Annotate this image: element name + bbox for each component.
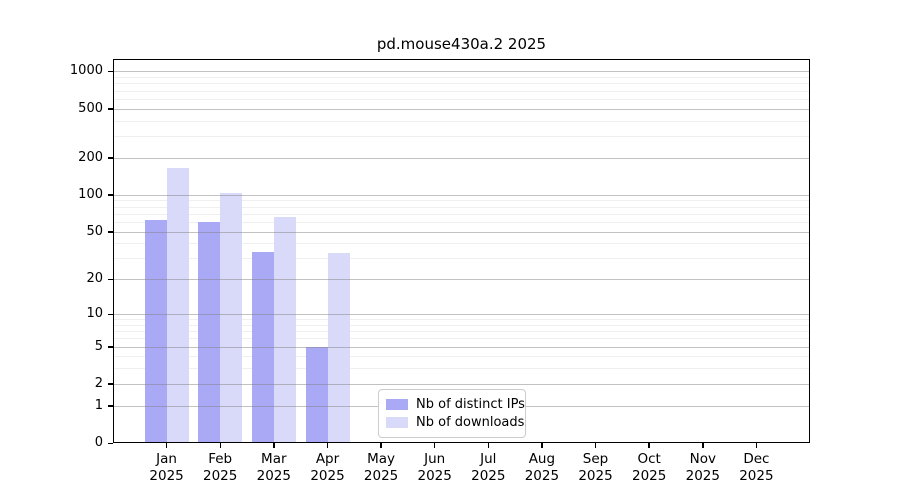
y-axis-tick-label: 0 <box>94 435 103 450</box>
x-axis-tick <box>219 443 221 448</box>
gridline-minor <box>113 136 810 137</box>
bar-downloads-jan <box>166 168 189 443</box>
gridline-minor <box>113 120 810 122</box>
bar-distinct-ips-mar <box>251 251 274 443</box>
bar-distinct-ips-feb <box>198 221 221 443</box>
y-axis-tick <box>108 157 113 159</box>
x-axis-tick-label: Jan 2025 <box>149 451 184 484</box>
y-axis-tick-label: 50 <box>86 223 103 239</box>
x-axis-tick <box>165 443 168 448</box>
y-axis-tick-label: 200 <box>78 149 103 165</box>
x-axis-tick <box>273 443 275 448</box>
gridline-minor <box>113 319 810 321</box>
bar-distinct-ips-jan <box>144 220 167 443</box>
gridline-minor <box>113 206 810 208</box>
bar-downloads-feb <box>220 192 243 443</box>
x-axis-tick <box>648 443 650 448</box>
y-axis-tick-label: 500 <box>78 100 103 116</box>
y-axis-tick-label: 20 <box>86 271 103 287</box>
bars-layer <box>113 59 810 443</box>
y-axis-tick-label: 1000 <box>69 63 103 79</box>
x-axis-tick <box>433 443 436 448</box>
legend-item-downloads: Nb of downloads <box>386 414 524 432</box>
legend-item-distinct-ips: Nb of distinct IPs <box>386 396 525 414</box>
gridline-minor <box>113 213 810 215</box>
gridline-minor <box>113 368 810 370</box>
x-axis-tick-label: Apr 2025 <box>310 451 345 484</box>
gridline-minor <box>113 243 810 245</box>
bar-downloads-apr <box>327 253 350 443</box>
legend-swatch-downloads <box>386 416 408 428</box>
y-axis-tick <box>108 313 113 315</box>
x-axis-tick-label: Jul 2025 <box>471 451 506 484</box>
y-axis-tick <box>108 442 113 444</box>
x-axis-tick-label: Dec 2025 <box>739 451 774 484</box>
gridline-minor <box>113 356 810 358</box>
legend: Nb of distinct IPs Nb of downloads <box>378 389 526 438</box>
y-axis-tick <box>108 194 113 196</box>
x-axis-tick-label: Mar 2025 <box>256 451 291 484</box>
y-axis-tick <box>108 278 113 281</box>
x-axis-tick-label: Feb 2025 <box>203 451 238 484</box>
gridline-minor <box>113 331 810 333</box>
x-axis-tick-label: Aug 2025 <box>524 451 560 484</box>
x-axis-tick <box>380 443 382 448</box>
plot-area: Nb of distinct IPs Nb of downloads <box>113 59 810 443</box>
x-axis-tick <box>326 443 329 448</box>
gridline-minor <box>113 77 810 78</box>
gridline-minor <box>113 98 810 100</box>
gridline-minor <box>113 258 810 260</box>
gridline-minor <box>113 221 810 223</box>
gridline-minor <box>113 338 810 340</box>
y-axis-tick-label: 5 <box>94 338 103 354</box>
y-axis-tick <box>108 405 113 407</box>
y-axis-tick <box>108 383 113 385</box>
x-axis-tick-label: Nov 2025 <box>685 451 720 484</box>
gridline-minor <box>113 200 810 202</box>
gridline-minor <box>113 83 810 85</box>
x-axis-tick-label: Oct 2025 <box>632 451 667 484</box>
y-axis-tick <box>108 70 113 73</box>
legend-label-distinct-ips: Nb of distinct IPs <box>416 397 525 413</box>
y-axis-tick <box>108 231 113 233</box>
bar-downloads-mar <box>273 216 296 443</box>
x-axis-tick <box>594 443 597 448</box>
x-axis-tick <box>755 443 758 448</box>
x-axis-tick <box>487 443 490 448</box>
legend-label-downloads: Nb of downloads <box>416 414 525 430</box>
y-axis-tick-label: 100 <box>78 186 103 202</box>
y-axis-tick <box>108 108 113 110</box>
bar-distinct-ips-apr <box>305 346 328 443</box>
legend-swatch-distinct-ips <box>386 399 408 411</box>
gridline-minor <box>113 90 810 92</box>
y-axis-tick-label: 10 <box>86 306 103 321</box>
x-axis-tick-label: Jun 2025 <box>417 451 452 484</box>
y-axis-tick-label: 1 <box>94 397 103 413</box>
x-axis-tick-label: May 2025 <box>363 451 399 484</box>
x-axis-tick <box>702 443 704 448</box>
chart-title: pd.mouse430a.2 2025 <box>376 35 547 53</box>
x-axis-tick <box>541 443 543 448</box>
y-axis-tick-label: 2 <box>94 375 103 391</box>
x-axis-tick-label: Sep 2025 <box>578 451 613 484</box>
grid-layer-under <box>113 59 810 443</box>
gridline-minor <box>113 324 810 326</box>
y-axis-tick <box>108 346 113 348</box>
